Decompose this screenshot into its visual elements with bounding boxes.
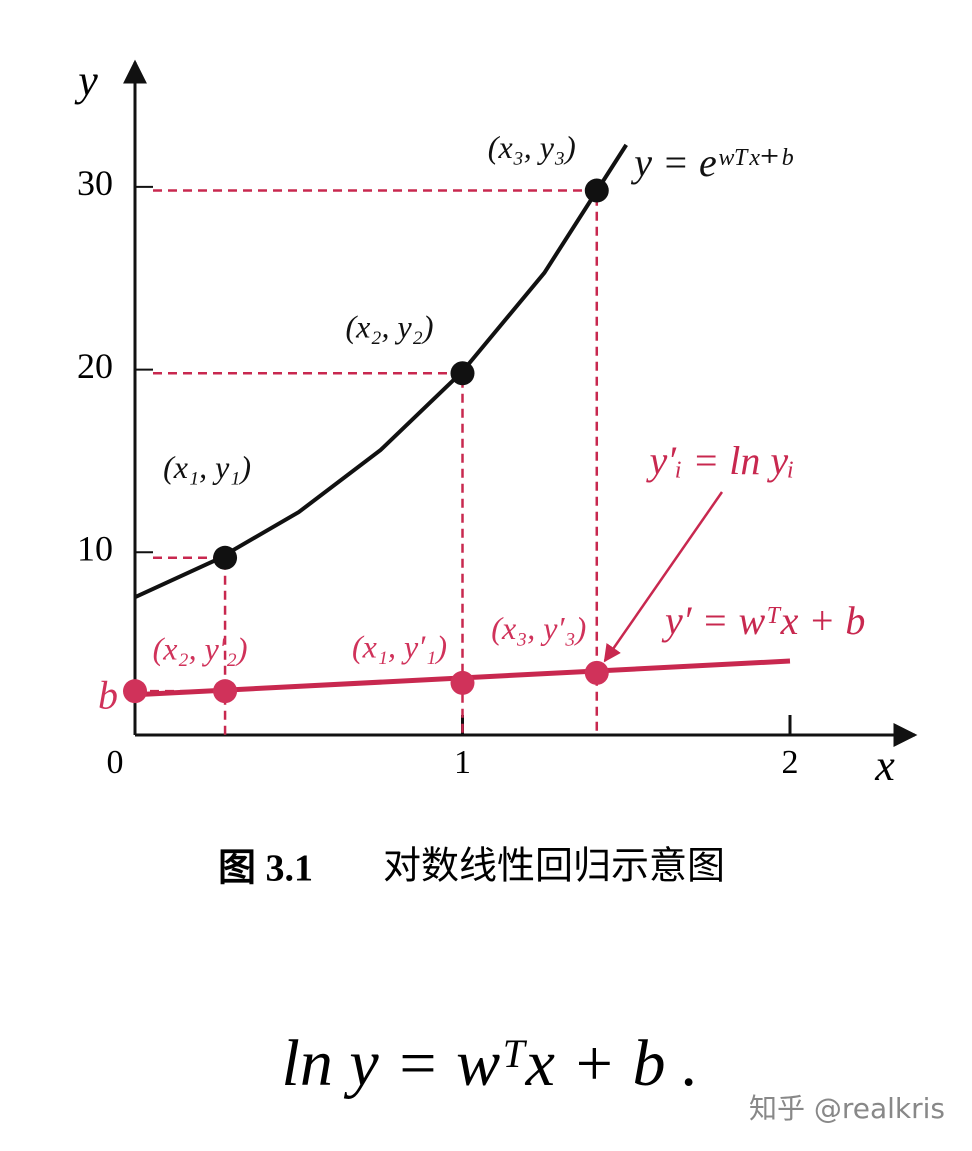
data-point <box>123 679 147 704</box>
caption-number: 图 3.1 <box>218 848 313 890</box>
x-axis-label: x <box>874 741 895 790</box>
spacer <box>612 490 722 492</box>
y-tick-label: 10 <box>77 529 113 569</box>
annotation: y′ᵢ = ln yᵢ <box>645 438 794 483</box>
equation: ln y = wᵀx + b . <box>281 1027 698 1100</box>
point-label: b <box>98 672 118 717</box>
x-tick-label: 1 <box>454 744 471 781</box>
x-tick-label: 0 <box>107 744 124 781</box>
point-label: (x₁, y₁) <box>163 449 251 485</box>
caption-text: 对数线性回归示意图 <box>383 846 725 888</box>
series-line <box>134 143 628 600</box>
watermark: 知乎 @realkris <box>749 1092 945 1125</box>
data-point <box>584 660 609 685</box>
annotation-arrow <box>603 491 724 663</box>
x-tick-label: 2 <box>782 744 799 781</box>
data-point <box>584 178 609 203</box>
point-label: (x₁, y′₁) <box>352 628 447 664</box>
y-axis-label: y <box>74 56 98 105</box>
point-label: (x₂, y₂) <box>346 309 434 345</box>
data-point <box>213 545 238 570</box>
y-tick-label: 30 <box>77 163 113 203</box>
data-point <box>450 670 475 695</box>
data-point <box>450 361 475 386</box>
series-label: y = eʷᵀˣ⁺ᵇ <box>630 140 793 185</box>
point-label: (x₃, y′₃) <box>491 610 586 646</box>
series-label: y′ = wᵀx + b <box>661 598 865 643</box>
point-label: (x₂, y′₂) <box>153 630 248 666</box>
point-label: (x₃, y₃) <box>488 129 576 165</box>
y-tick-label: 20 <box>77 346 113 386</box>
data-point <box>213 679 238 704</box>
